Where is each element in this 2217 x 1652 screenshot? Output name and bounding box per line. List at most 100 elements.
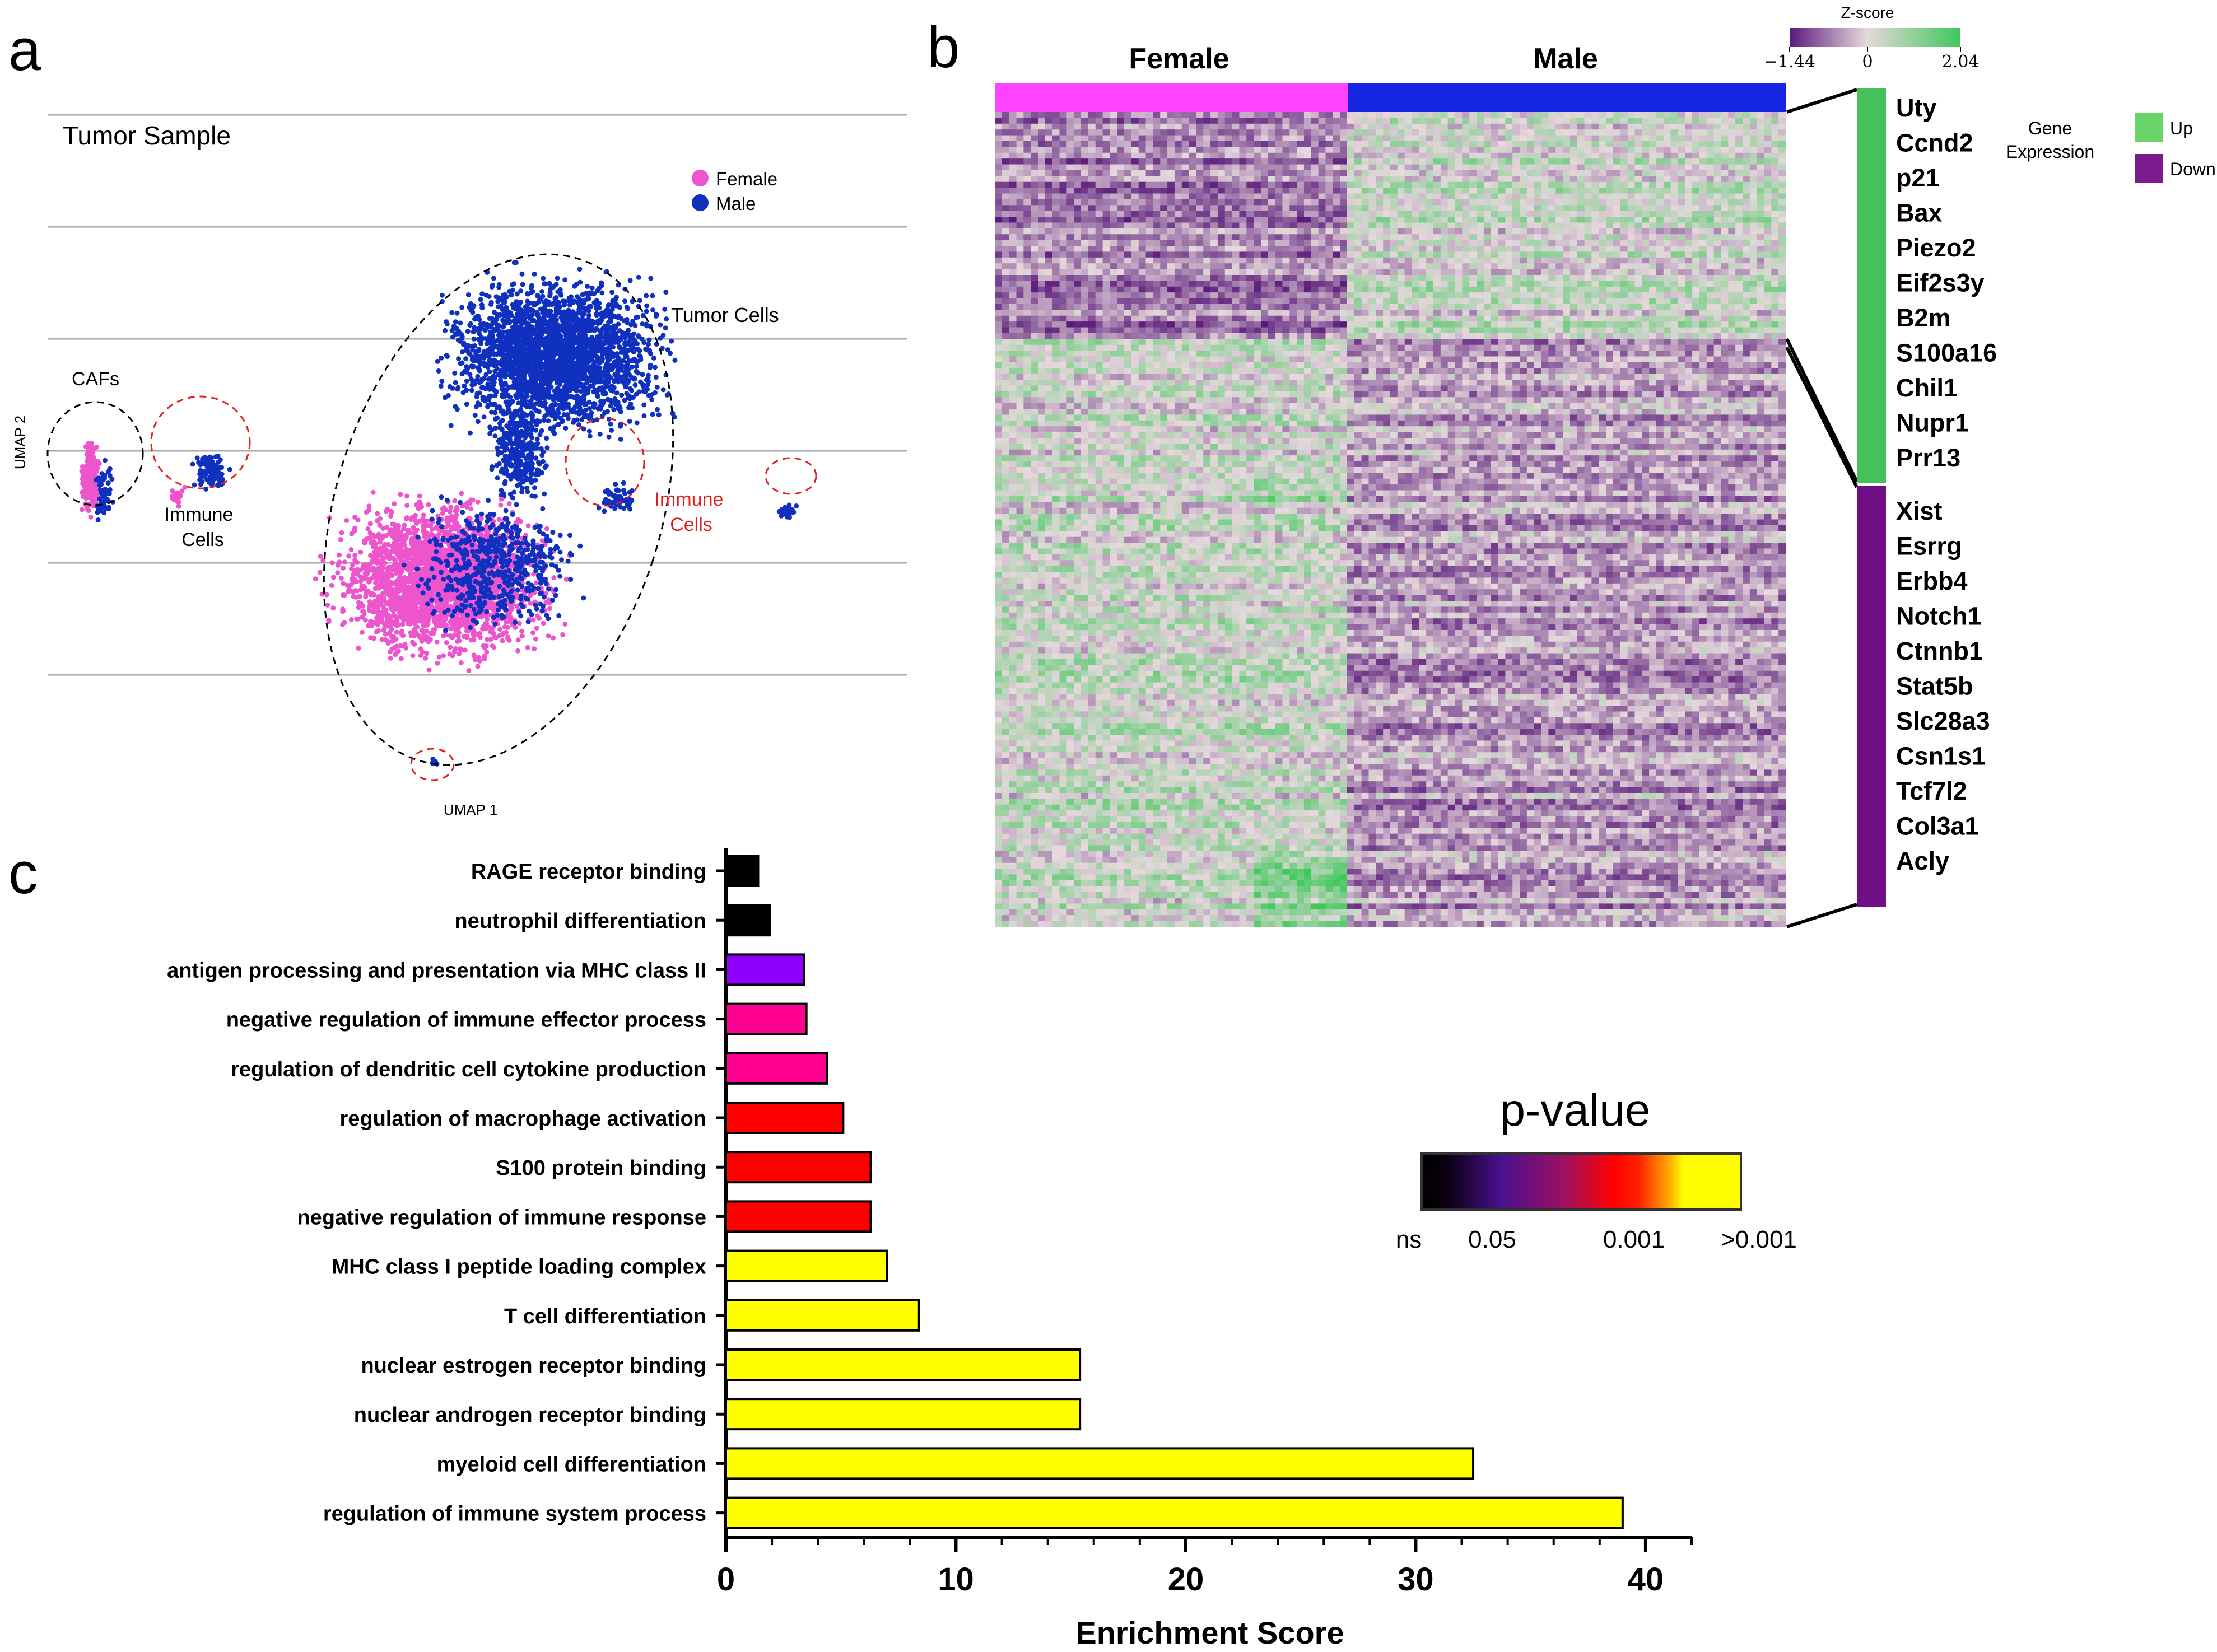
panel-a-label: a xyxy=(8,17,41,83)
umap-point xyxy=(495,366,500,371)
umap-point xyxy=(577,280,583,285)
umap-point xyxy=(626,328,631,333)
umap-point xyxy=(640,372,645,377)
umap-point xyxy=(576,422,581,427)
umap-point xyxy=(529,285,534,290)
umap-point xyxy=(664,316,669,321)
umap-point xyxy=(466,292,471,297)
umap-point xyxy=(635,421,640,426)
umap-point xyxy=(570,409,575,414)
umap-point xyxy=(608,403,613,408)
umap-point xyxy=(468,321,473,326)
umap-point xyxy=(662,307,667,312)
umap-point xyxy=(607,435,612,440)
umap-point xyxy=(619,368,624,373)
umap-point xyxy=(476,337,481,342)
umap-point xyxy=(460,349,465,354)
umap-point xyxy=(482,414,487,419)
umap-point xyxy=(575,294,580,299)
umap-point xyxy=(598,432,603,437)
umap-point xyxy=(663,325,668,330)
umap-point xyxy=(585,284,590,289)
umap-point xyxy=(653,365,658,370)
umap-point xyxy=(502,313,507,318)
umap-point xyxy=(449,310,454,315)
umap-point xyxy=(617,328,622,333)
umap-point xyxy=(661,387,666,392)
umap-point xyxy=(655,407,660,412)
umap-point xyxy=(443,328,448,333)
umap-point xyxy=(571,298,576,304)
umap-point xyxy=(489,410,494,415)
umap-point xyxy=(453,380,458,385)
umap-point xyxy=(625,317,630,322)
umap-point xyxy=(553,402,558,407)
umap-point xyxy=(440,293,445,298)
umap-point xyxy=(626,395,631,400)
umap-point xyxy=(461,390,466,395)
umap-point xyxy=(516,400,521,405)
umap-point xyxy=(462,384,467,389)
umap-point xyxy=(613,325,618,330)
umap-point xyxy=(605,409,610,414)
umap-point xyxy=(525,394,530,399)
umap-point xyxy=(468,431,473,436)
umap-point xyxy=(545,445,550,450)
umap-point xyxy=(541,276,546,281)
umap-point xyxy=(631,349,636,354)
umap-point xyxy=(672,358,677,363)
umap-point xyxy=(563,299,568,304)
umap-point xyxy=(520,282,525,287)
umap-point xyxy=(544,436,549,441)
umap-point xyxy=(581,301,586,306)
umap-point xyxy=(591,291,597,296)
umap-point xyxy=(464,402,469,407)
umap-point xyxy=(472,337,477,342)
umap-point xyxy=(455,385,460,390)
umap-point xyxy=(491,276,496,281)
umap-point xyxy=(656,412,662,417)
umap-point xyxy=(439,379,444,384)
umap-point xyxy=(456,356,461,361)
umap-point xyxy=(616,314,621,319)
umap-point xyxy=(636,275,641,280)
umap-point xyxy=(641,403,646,408)
umap-point xyxy=(452,371,457,376)
panel-a: a Tumor Sample Female Male CAFs Immune C… xyxy=(8,17,907,818)
umap-point xyxy=(496,284,501,290)
umap-point xyxy=(650,293,655,298)
umap-point xyxy=(516,377,521,382)
umap-point xyxy=(459,305,464,310)
umap-point xyxy=(532,272,537,277)
umap-point xyxy=(637,389,642,394)
umap-point xyxy=(496,304,501,309)
umap-point xyxy=(646,338,651,343)
umap-point xyxy=(634,364,639,369)
umap-point xyxy=(644,309,649,314)
umap-point xyxy=(628,402,633,407)
umap-point xyxy=(641,413,646,418)
umap-point xyxy=(627,419,632,424)
umap-point xyxy=(460,360,465,365)
umap-point xyxy=(618,437,623,442)
umap-point xyxy=(644,377,649,382)
umap-point xyxy=(562,277,567,282)
umap-point xyxy=(490,283,495,288)
umap-point xyxy=(525,291,530,296)
umap-point xyxy=(594,417,599,422)
umap-point xyxy=(630,365,635,370)
umap-point xyxy=(619,393,624,398)
umap-point xyxy=(510,399,515,404)
umap-point xyxy=(546,418,551,423)
umap-point xyxy=(588,304,593,309)
umap-point xyxy=(436,368,441,374)
umap-point xyxy=(456,338,461,343)
umap-point xyxy=(473,413,478,418)
umap-point xyxy=(655,385,660,390)
umap-point xyxy=(455,407,460,412)
umap-point xyxy=(661,333,666,338)
umap-point xyxy=(458,320,463,325)
figure: a Tumor Sample Female Male CAFs Immune C… xyxy=(0,0,2217,1652)
umap-point xyxy=(449,423,454,428)
umap-point xyxy=(509,292,514,297)
